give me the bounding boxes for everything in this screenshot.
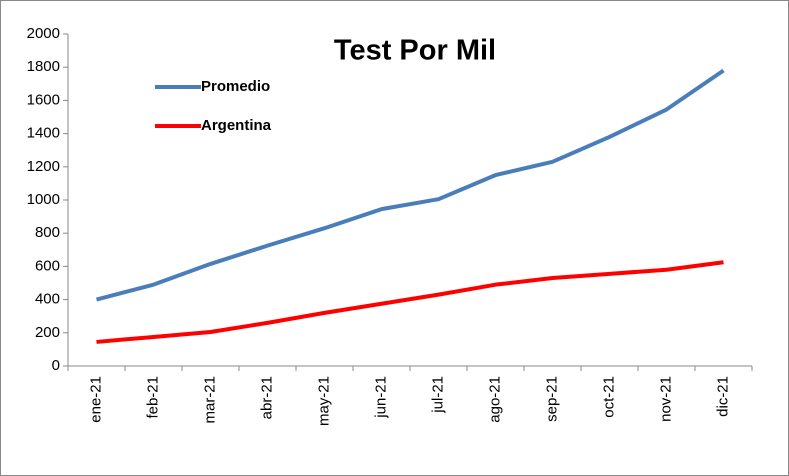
x-tick-label: feb-21: [144, 376, 161, 419]
y-tick-label: 1400: [27, 125, 60, 142]
y-tick-label: 1800: [27, 58, 60, 75]
y-tick-label: 2000: [27, 25, 60, 42]
y-tick-label: 200: [35, 324, 60, 341]
y-tick-label: 1200: [27, 158, 60, 175]
x-tick-label: jul-21: [429, 376, 446, 414]
series-line: [96, 260, 724, 344]
x-tick-label: oct-21: [600, 376, 617, 418]
y-tick-label: 0: [52, 357, 60, 374]
y-tick-label: 600: [35, 257, 60, 274]
legend-label: Argentina: [201, 117, 272, 134]
y-tick-label: 400: [35, 291, 60, 308]
y-tick-label: 800: [35, 224, 60, 241]
x-tick-label: mar-21: [201, 376, 218, 424]
series-line: [95, 68, 725, 302]
y-tick-label: 1000: [27, 191, 60, 208]
legend-label: Promedio: [201, 78, 270, 95]
y-tick-label: 1600: [27, 91, 60, 108]
x-tick-label: sep-21: [543, 376, 560, 422]
x-tick-label: may-21: [315, 376, 332, 426]
x-tick-label: ago-21: [486, 376, 503, 423]
x-tick-label: jun-21: [372, 376, 389, 419]
chart-title: Test Por Mil: [334, 35, 496, 67]
x-tick-label: nov-21: [657, 376, 674, 422]
x-tick-label: abr-21: [258, 376, 275, 419]
x-tick-label: ene-21: [87, 376, 104, 423]
x-tick-label: dic-21: [714, 376, 731, 417]
